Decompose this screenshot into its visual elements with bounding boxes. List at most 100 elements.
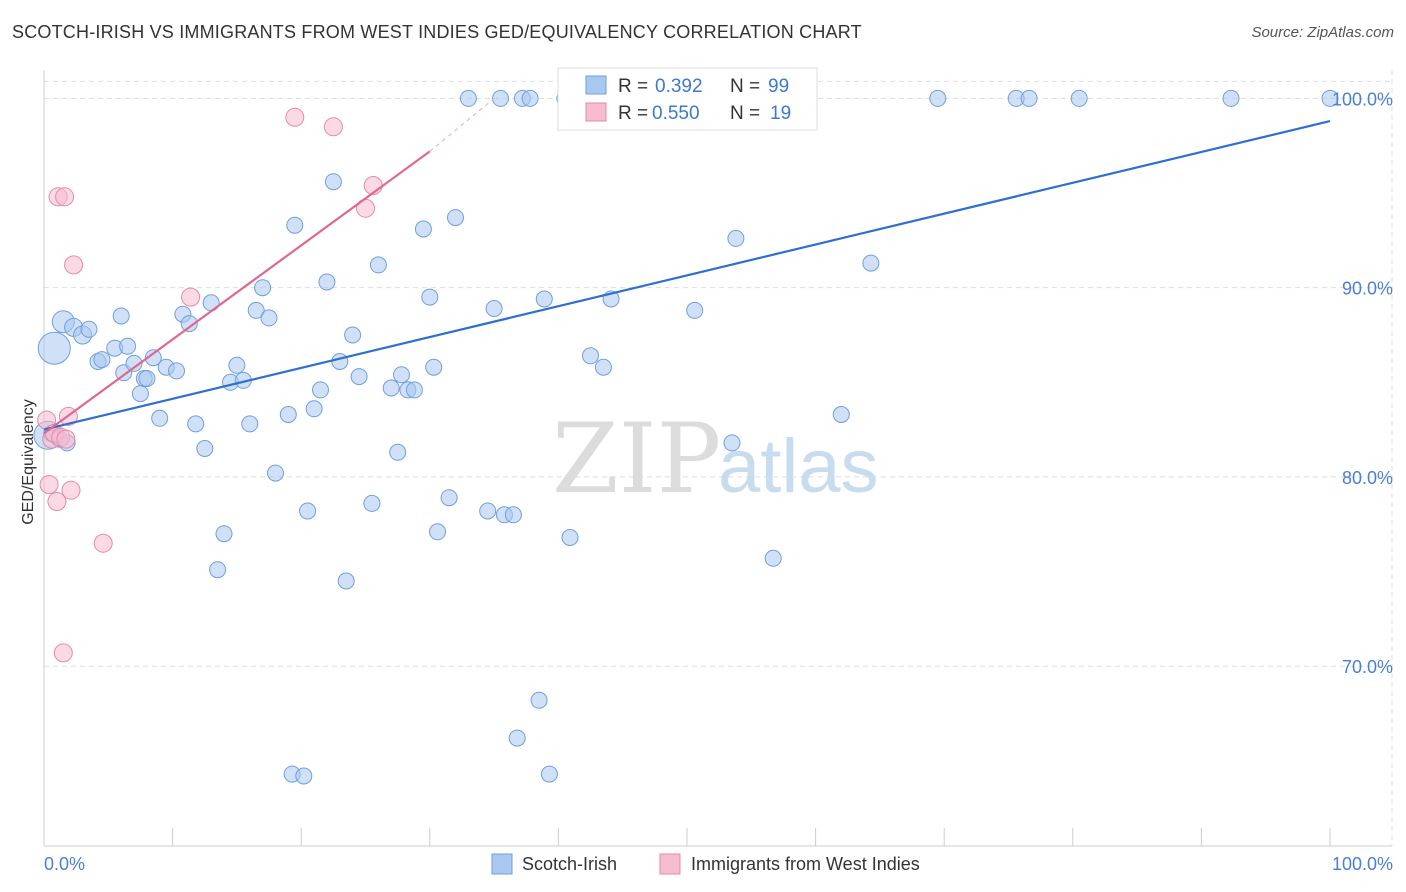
scotch-irish-point-89 (862, 254, 880, 272)
source-credit: Source: ZipAtlas.com (1251, 24, 1394, 41)
west-indies-point-11 (61, 480, 81, 500)
scotch-irish-point-74 (561, 529, 579, 546)
chart-title: SCOTCH-IRISH VS IMMIGRANTS FROM WEST IND… (12, 22, 862, 42)
scotch-irish-point-63 (485, 300, 503, 317)
scotch-irish-point-25 (209, 561, 227, 579)
stats-swatch-west-indies (585, 102, 607, 122)
scotch-irish-point-66 (504, 506, 522, 524)
scotch-irish-point-71 (535, 290, 553, 308)
stats-legend: R = 0.392 N = 99 R = 0.550 N = 19 (557, 67, 818, 131)
scotch-irish-point-54 (405, 381, 423, 399)
west-indies-point-8 (55, 187, 75, 207)
scotch-irish-point-94 (1222, 89, 1240, 107)
stats-swatch-scotch-irish (585, 75, 607, 95)
bottom-legend: Scotch-Irish Immigrants from West Indies (491, 853, 920, 875)
x-axis-labels: 0.0% 100.0% (44, 854, 1393, 874)
scotch-irish-point-22 (187, 415, 205, 433)
scotch-irish-point-75 (582, 347, 599, 365)
scotch-irish-point-69 (521, 89, 539, 107)
scotch-irish-point-59 (440, 489, 458, 507)
scotch-irish-point-17 (151, 409, 169, 427)
legend-swatch-scotch-irish (491, 853, 513, 875)
scotch-irish-point-47 (350, 368, 368, 386)
trendline-scotch-irish (43, 120, 1331, 431)
scotch-irish-point-43 (324, 173, 342, 191)
west-indies-point-13 (93, 533, 113, 553)
scotch-irish-point-61 (459, 89, 477, 107)
trendline-west-indies (43, 150, 431, 435)
y-tick-label-3: 70.0% (1342, 657, 1393, 677)
scotch-irish-point-58 (429, 523, 446, 541)
scotch-irish-point-34 (267, 464, 284, 482)
scotch-irish-point-16 (144, 349, 162, 367)
scotch-irish-point-38 (295, 767, 313, 785)
west-indies-point-15 (285, 107, 305, 127)
scotch-irish-point-13 (131, 385, 149, 403)
scotch-irish-point-90 (929, 89, 947, 107)
scotch-irish-point-28 (228, 356, 246, 374)
scotch-irish-point-12 (125, 354, 143, 372)
scotch-irish-point-48 (363, 494, 381, 512)
scotch-irish-point-52 (393, 366, 410, 384)
scotch-irish-point-40 (305, 400, 323, 418)
scotch-irish-point-41 (312, 381, 329, 399)
trendlines (43, 98, 1331, 435)
scotch-irish-point-35 (279, 406, 297, 423)
scotch-irish-point-30 (241, 415, 259, 433)
scotch-irish-point-64 (492, 89, 509, 107)
scotch-irish-point-46 (344, 326, 362, 344)
scotch-irish-point-56 (421, 288, 439, 306)
scotch-irish-point-42 (318, 273, 336, 291)
scotch-irish-point-5 (80, 320, 98, 338)
scotch-irish-point-57 (425, 358, 443, 376)
scotch-irish-point-62 (479, 502, 497, 520)
stats-n-label-1: N = (730, 76, 760, 97)
legend-label-scotch-irish: Scotch-Irish (522, 854, 617, 874)
y-tick-label-0: 100.0% (1332, 89, 1393, 109)
y-axis-title: GED/Equivalency (20, 399, 37, 524)
gridlines (44, 70, 1393, 846)
x-tick-label-0: 0.0% (44, 854, 85, 874)
scotch-irish-point-93 (1070, 89, 1088, 107)
scotch-irish-point-55 (414, 220, 432, 238)
scotch-irish-point-82 (686, 301, 704, 319)
y-tick-label-2: 80.0% (1342, 468, 1393, 488)
axes (43, 70, 1392, 847)
scotch-irish-point-49 (369, 256, 387, 274)
west-indies-point-12 (64, 255, 84, 275)
y-tick-label-1: 90.0% (1342, 279, 1393, 299)
stats-r-label-1: R = (618, 76, 648, 97)
stats-n-value-1: 99 (768, 76, 789, 97)
scotch-irish-point-92 (1020, 89, 1038, 107)
scotch-irish-point-7 (93, 351, 111, 369)
legend-swatch-west-indies (659, 853, 681, 875)
scotch-irish-point-15 (138, 370, 156, 387)
scotch-irish-point-11 (119, 337, 137, 355)
stats-r-value-1: 0.392 (655, 76, 703, 97)
scotch-irish-point-31 (247, 301, 265, 319)
west-indies-point-9 (56, 429, 76, 449)
scotch-irish-point-70 (530, 691, 548, 709)
scotch-irish-point-44 (331, 353, 349, 370)
watermark-zip: ZIP (552, 403, 721, 515)
west-indies-point-16 (323, 117, 343, 137)
scotch-irish-point-26 (215, 525, 233, 543)
stats-r-value-2: 0.550 (652, 103, 700, 124)
scotch-irish-point-37 (286, 216, 304, 234)
stats-n-label-2: N = (730, 103, 760, 124)
scotch-irish-point-88 (832, 406, 850, 423)
scotch-irish-point-50 (382, 379, 400, 397)
west-indies-point-7 (53, 643, 73, 663)
scotch-irish-point-39 (299, 502, 317, 520)
scotch-irish-point-83 (723, 434, 741, 452)
scotch-irish-point-60 (447, 209, 464, 227)
scotch-irish-point-77 (594, 358, 612, 376)
y-axis-labels: 100.0% 90.0% 80.0% 70.0% (1332, 89, 1393, 677)
watermark-atlas: atlas (718, 424, 879, 509)
scotch-irish-point-95 (1321, 89, 1339, 107)
scotch-irish-point-21 (180, 315, 198, 333)
scotch-irish-point-32 (254, 279, 272, 297)
scotch-irish-point-84 (727, 229, 745, 247)
legend-label-west-indies: Immigrants from West Indies (691, 854, 920, 874)
west-indies-point-1 (39, 475, 59, 494)
